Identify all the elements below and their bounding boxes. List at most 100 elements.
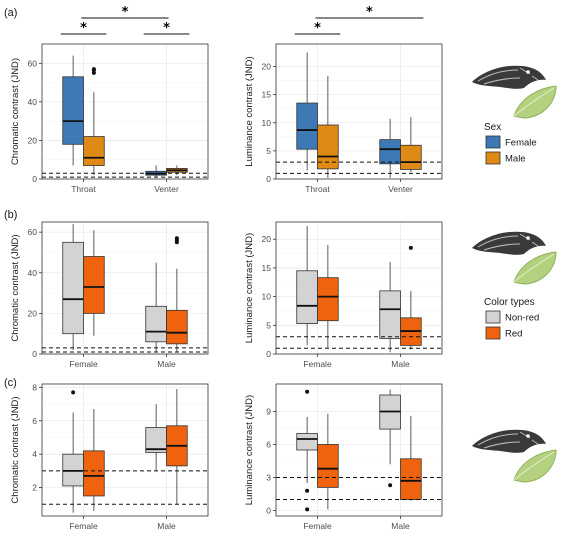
box-male [400, 144, 422, 170]
y-tick-label: 9 [266, 407, 271, 417]
chart-6: 0 3 6 9 Female Male Luminance contrast (JND) [244, 383, 443, 531]
legend-label-female: Female [505, 138, 537, 149]
y-axis-label: Luminance contrast (JND) [244, 233, 255, 343]
box-female [379, 139, 401, 165]
y-tick-label: 0 [32, 349, 37, 359]
box-male [317, 124, 339, 170]
y-tick-label: 0 [266, 506, 271, 516]
significance-star: * [163, 21, 170, 36]
y-tick-label: 0 [32, 174, 37, 184]
y-axis-label: Chromatic contrast (JND) [10, 234, 21, 341]
plot-border [41, 383, 209, 517]
y-axis-label: Luminance contrast (JND) [244, 395, 255, 505]
significance-star: * [314, 21, 321, 36]
y-tick-label: 60 [28, 227, 38, 237]
outlier-point [91, 70, 96, 75]
y-tick-label: 15 [262, 90, 272, 100]
x-tick-label: Female [303, 359, 332, 369]
x-tick-label: Male [157, 521, 176, 531]
significance-star: * [366, 5, 373, 20]
box-non-red [296, 270, 318, 324]
y-tick-label: 6 [266, 440, 271, 450]
box-non-red [379, 290, 401, 339]
y-tick-label: 5 [266, 320, 271, 330]
plot-border [41, 221, 209, 355]
lizard-drawing [472, 231, 546, 255]
legend-swatch-red [485, 326, 501, 340]
y-tick-label: 20 [262, 62, 272, 72]
box-red [166, 309, 188, 345]
x-tick-label: Female [303, 521, 332, 531]
y-tick-label: 0 [266, 349, 271, 359]
y-tick-label: 15 [262, 263, 272, 273]
legend-swatch-male [485, 151, 501, 165]
y-tick-label: 6 [32, 416, 37, 426]
legend-sex: Sex Female Male [484, 122, 537, 165]
x-tick-label: Venter [388, 184, 413, 194]
plot-border [41, 43, 209, 180]
box-non-red [145, 305, 167, 343]
outlier-point [305, 389, 310, 394]
y-tick-label: 10 [262, 292, 272, 302]
x-tick-label: Venter [154, 184, 179, 194]
box-red [317, 277, 339, 322]
box-red [83, 450, 105, 497]
chart-5: 2 4 6 8 Female Male Chromatic contrast (JND) [10, 382, 209, 531]
x-tick-label: Throat [71, 184, 96, 194]
x-tick-label: Female [69, 359, 98, 369]
y-tick-label: 20 [28, 308, 38, 318]
y-tick-label: 8 [32, 382, 37, 392]
plot-border [275, 383, 443, 517]
lizard-leaf-illustration-a [472, 65, 557, 119]
significance-star: * [122, 5, 129, 20]
y-axis-label: Chromatic contrast (JND) [10, 396, 21, 503]
lizard-leaf-illustration-c [472, 429, 557, 483]
outlier-point [305, 488, 310, 493]
chart-1: 0 20 40 60 Throat Venter Chromatic contrast (J… [10, 5, 209, 194]
outlier-point [91, 67, 96, 72]
y-tick-label: 20 [262, 234, 272, 244]
legend-title: Sex [484, 122, 501, 133]
legend-label-male: Male [505, 154, 526, 165]
lizard-drawing [472, 429, 546, 453]
leaf-drawing [513, 85, 557, 119]
y-tick-label: 40 [28, 268, 38, 278]
y-tick-label: 5 [266, 146, 271, 156]
legend-label-non-red: Non-red [505, 313, 539, 324]
box-red [317, 444, 339, 488]
y-tick-label: 60 [28, 58, 38, 68]
outlier-point [305, 507, 310, 512]
lizard-leaf-illustration-b [472, 231, 557, 285]
chart-3: 0 20 40 60 Female Male Chromatic contrast (JND… [10, 221, 209, 369]
significance-star: * [80, 21, 87, 36]
box-red [400, 458, 422, 500]
panel-label-a: (a) [4, 7, 17, 19]
y-tick-label: 0 [266, 174, 271, 184]
box-female [296, 102, 318, 150]
box-female [62, 76, 84, 145]
legend-title: Color types [484, 297, 535, 308]
x-tick-label: Male [391, 521, 410, 531]
x-tick-label: Male [157, 359, 176, 369]
y-tick-label: 2 [32, 483, 37, 493]
panel-label-c: (c) [4, 377, 17, 389]
outlier-point [408, 245, 413, 250]
box-non-red [296, 433, 318, 451]
plot-border [275, 221, 443, 355]
y-tick-label: 3 [266, 473, 271, 483]
y-tick-label: 4 [32, 449, 37, 459]
panel-label-b: (b) [4, 209, 17, 221]
box-male [83, 136, 105, 166]
leaf-drawing [513, 251, 557, 285]
box-red [83, 256, 105, 314]
x-tick-label: Throat [305, 184, 330, 194]
legend-swatch-non-red [485, 310, 501, 324]
y-axis-label: Luminance contrast (JND) [244, 56, 255, 166]
leaf-drawing [513, 449, 557, 483]
lizard-drawing [472, 65, 546, 89]
x-tick-label: Male [391, 359, 410, 369]
legend-color-types: Color types Non-red Red [484, 297, 539, 340]
y-axis-label: Chromatic contrast (JND) [10, 58, 21, 165]
